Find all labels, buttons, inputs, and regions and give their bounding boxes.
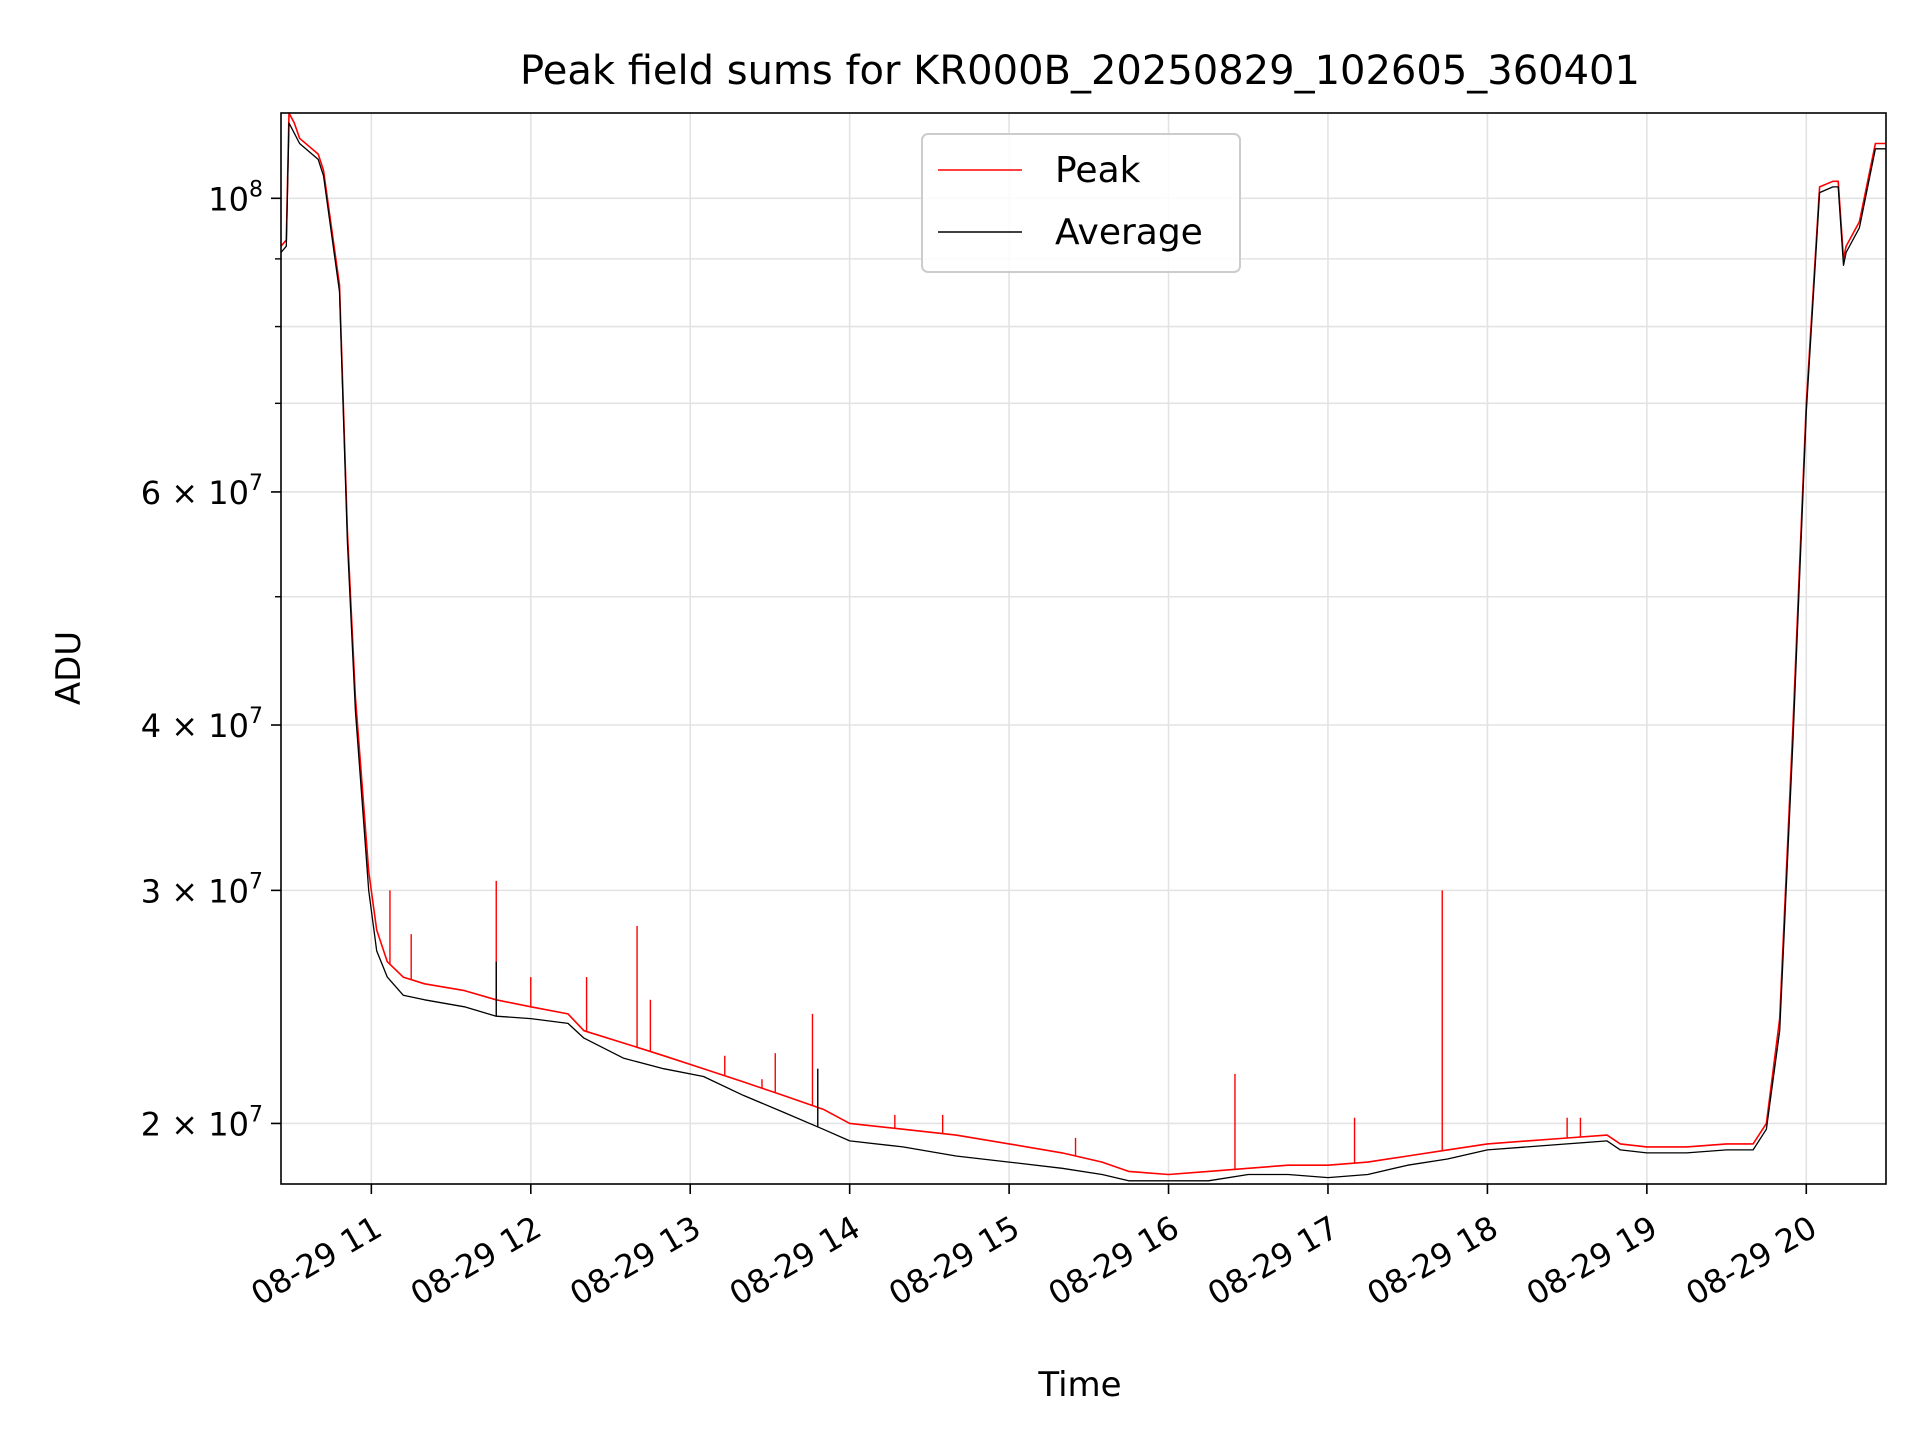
y-tick-label: 2 × 107	[141, 1102, 263, 1143]
x-axis: 08-29 11 08-29 12 08-29 13 08-29 14 08-29 15…	[245, 1184, 1823, 1313]
x-tick-label: 08-29 16	[1042, 1208, 1186, 1313]
y-axis-label: ADU	[49, 631, 89, 705]
legend-label-peak: Peak	[1055, 150, 1141, 191]
x-tick-label: 08-29 17	[1201, 1208, 1345, 1313]
y-tick-label: 3 × 107	[141, 869, 263, 910]
y-axis: 2 × 107 3 × 107 4 × 107 6 × 107 108	[141, 177, 281, 1143]
x-tick-label: 08-29 12	[404, 1208, 548, 1313]
x-tick-label: 08-29 19	[1520, 1208, 1664, 1313]
y-tick-label: 6 × 107	[141, 471, 263, 512]
legend-label-average: Average	[1055, 212, 1203, 253]
y-tick-label: 4 × 107	[141, 704, 263, 745]
x-tick-label: 08-29 14	[723, 1208, 867, 1313]
x-tick-label: 08-29 20	[1679, 1208, 1823, 1313]
x-tick-label: 08-29 18	[1361, 1208, 1505, 1313]
legend-frame	[921, 133, 1241, 273]
series-line-peak	[280, 112, 1886, 1176]
series-line-average	[280, 122, 1886, 1182]
legend: Peak Average	[921, 133, 1241, 273]
x-axis-label: Time	[1037, 1365, 1121, 1405]
x-tick-label: 08-29 13	[563, 1208, 707, 1313]
axes-frame	[280, 112, 1887, 1185]
series-layer	[280, 112, 1886, 1182]
x-tick-label: 08-29 11	[245, 1208, 389, 1313]
chart-title: Peak field sums for KR000B_20250829_1026…	[520, 48, 1640, 94]
y-tick-label: 108	[208, 177, 263, 218]
grid	[281, 113, 1886, 1184]
x-tick-label: 08-29 15	[882, 1208, 1026, 1313]
